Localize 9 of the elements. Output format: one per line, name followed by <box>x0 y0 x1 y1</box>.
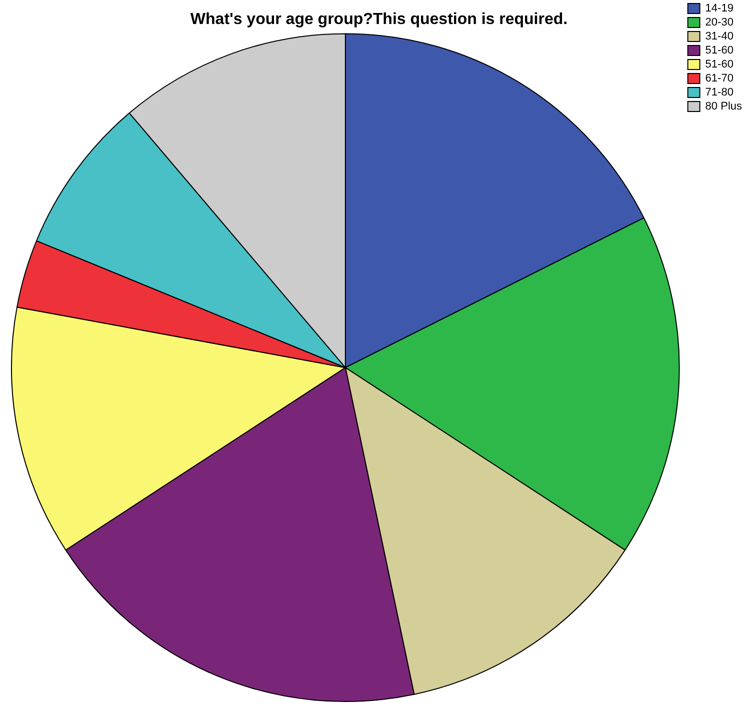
legend-label: 51-60 <box>705 58 734 71</box>
legend-label: 14-19 <box>705 2 734 15</box>
legend-label: 71-80 <box>705 86 734 99</box>
legend-label: 31-40 <box>705 30 734 43</box>
legend-label: 51-60 <box>705 44 734 57</box>
text: What's your age group?This question is required. <box>190 11 568 28</box>
legend-label: 80 Plus <box>705 100 742 113</box>
legend-label: 61-70 <box>705 72 734 85</box>
legend-label: 20-30 <box>705 16 734 29</box>
